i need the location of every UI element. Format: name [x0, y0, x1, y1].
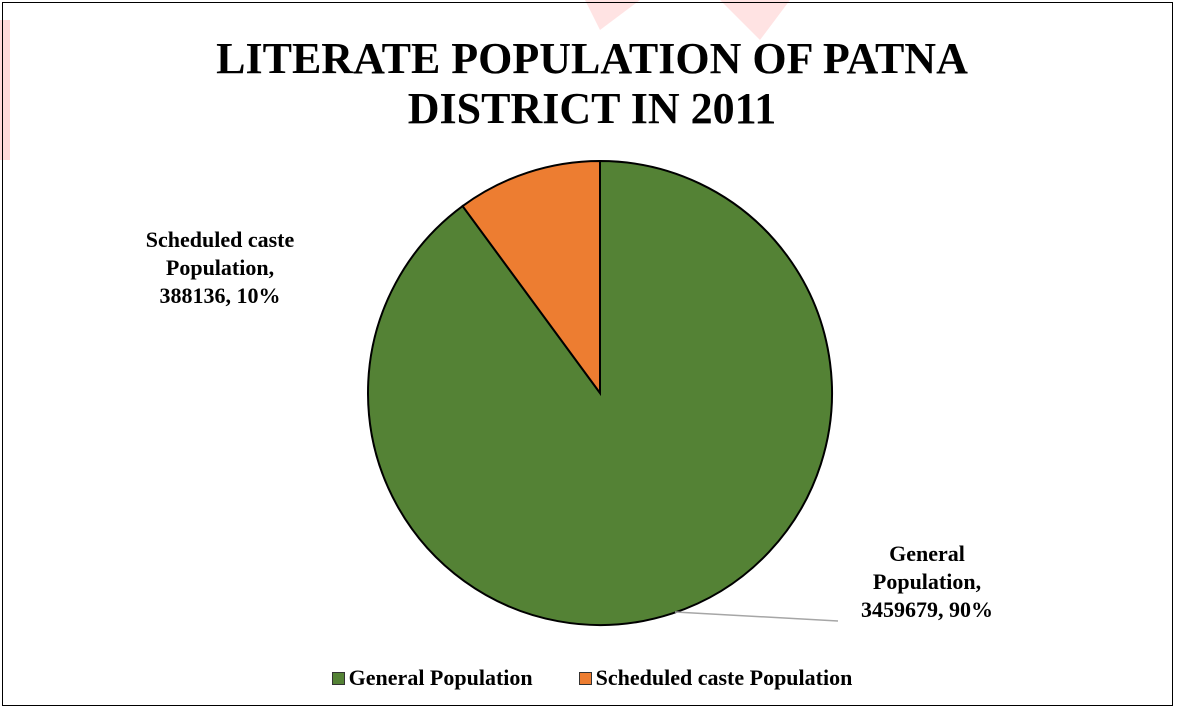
chart-title-line-1: LITERATE POPULATION OF PATNA: [216, 34, 968, 83]
scheduled-caste-data-label: Scheduled caste Population, 388136, 10%: [120, 226, 320, 310]
general-data-label: General Population, 3459679, 90%: [832, 540, 1022, 624]
legend-label-general: General Population: [348, 665, 533, 690]
chart-title-line-2: DISTRICT IN 2011: [407, 84, 777, 133]
chart-title: LITERATE POPULATION OF PATNA DISTRICT IN…: [100, 34, 1084, 134]
general-label-line-1: General: [889, 541, 965, 566]
general-label-line-2: Population,: [872, 569, 982, 594]
scheduled-label-line-3: 388136, 10%: [159, 283, 281, 308]
pie-slice-scheduled-caste: [461, 159, 601, 397]
scheduled-label-line-2: Population,: [165, 255, 275, 280]
general-label-line-3: 3459679, 90%: [861, 597, 993, 622]
legend-label-scheduled-caste: Scheduled caste Population: [595, 665, 853, 690]
general-label-leader-line: [674, 611, 839, 622]
legend-swatch-scheduled-caste: [578, 671, 592, 685]
scheduled-label-line-1: Scheduled caste: [145, 227, 295, 252]
chart-legend: General Population Scheduled caste Popul…: [0, 664, 1184, 692]
legend-item-scheduled-caste: Scheduled caste Population: [578, 665, 853, 691]
legend-item-general: General Population: [331, 665, 533, 691]
legend-swatch-general: [331, 671, 345, 685]
